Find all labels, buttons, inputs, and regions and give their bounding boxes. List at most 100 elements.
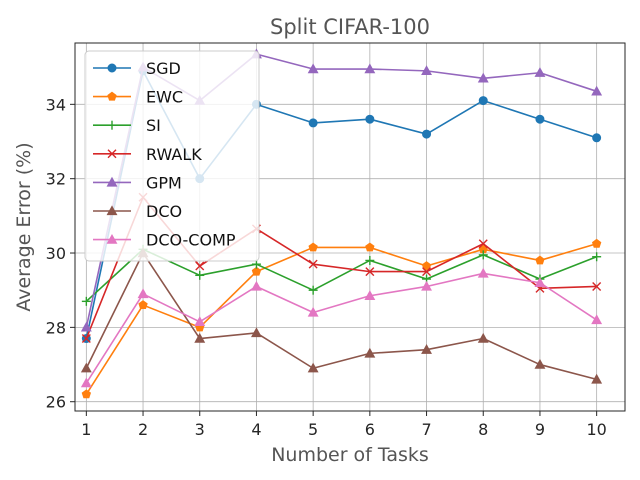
legend-marker [107, 120, 117, 130]
x-tick-label: 6 [365, 420, 375, 439]
data-point-rwalk [365, 267, 375, 277]
data-point-dco [194, 332, 206, 343]
y-tick-label: 28 [46, 318, 66, 337]
x-tick-label: 7 [421, 420, 431, 439]
legend-label: SI [146, 116, 161, 135]
data-point-ewc [81, 389, 92, 399]
x-tick-label: 2 [138, 420, 148, 439]
data-point-sgd [422, 129, 432, 139]
x-tick-label: 9 [535, 420, 545, 439]
data-point-sgd [535, 114, 545, 124]
y-tick-label: 32 [46, 170, 66, 189]
legend-marker [107, 149, 117, 159]
data-point-dco-comp [364, 290, 376, 300]
data-point-dco [477, 332, 489, 343]
legend-label: GPM [146, 173, 182, 192]
data-point-ewc [308, 242, 318, 252]
x-tick-label: 1 [81, 420, 91, 439]
legend-item-si: SI [93, 116, 161, 135]
series-line-dco [85, 252, 597, 381]
legend-box [84, 50, 260, 262]
data-point-sgd [308, 118, 318, 128]
data-point-rwalk [478, 239, 488, 249]
legend-label: EWC [146, 88, 183, 107]
x-tick-label: 5 [308, 420, 318, 439]
legend: SGD EWC SI RWALK GPM DCO DCO-COMP [84, 50, 260, 262]
legend-label: DCO [146, 202, 182, 221]
data-point-sgd [365, 114, 375, 124]
data-point-dco [80, 362, 92, 373]
data-point-dco-comp [194, 316, 206, 326]
legend-item-sgd: SGD [93, 59, 181, 78]
data-point-gpm [80, 321, 92, 332]
data-point-gpm [477, 72, 489, 83]
data-point-dco-comp [137, 288, 149, 299]
data-point-ewc [365, 242, 375, 252]
legend-marker [107, 63, 117, 73]
data-point-dco [307, 362, 319, 373]
chart-title: Split CIFAR-100 [270, 15, 430, 39]
data-point-dco [421, 344, 432, 354]
data-point-rwalk [81, 334, 91, 344]
x-tick-label: 8 [478, 420, 488, 439]
data-point-dco [364, 347, 376, 358]
data-point-gpm [591, 85, 603, 96]
legend-item-dco-comp: DCO-COMP [93, 231, 236, 250]
data-point-sgd [592, 133, 602, 143]
x-tick-label: 4 [251, 420, 261, 439]
data-point-rwalk [195, 261, 205, 271]
data-point-ewc [251, 266, 262, 276]
series-dco-comp [80, 267, 603, 388]
data-point-ewc [421, 261, 432, 271]
data-point-rwalk [308, 259, 318, 269]
data-point-si [365, 255, 375, 265]
legend-marker [107, 91, 117, 101]
data-point-ewc [535, 255, 545, 265]
data-point-dco-comp [421, 280, 432, 291]
series-line-ewc [85, 242, 597, 395]
data-point-rwalk [592, 281, 602, 291]
data-point-si [308, 285, 318, 295]
y-axis-label: Average Error (%) [13, 142, 35, 311]
data-point-dco-comp [534, 277, 546, 287]
y-tick-label: 30 [46, 244, 66, 263]
data-point-si [195, 270, 205, 280]
data-point-gpm [307, 63, 319, 74]
legend-marker [106, 205, 118, 216]
legend-label: SGD [146, 59, 181, 78]
data-point-dco [591, 373, 603, 384]
legend-label: RWALK [146, 145, 202, 164]
x-axis-label: Number of Tasks [271, 444, 429, 466]
y-tick-label: 26 [46, 393, 66, 412]
data-point-si [592, 252, 602, 262]
data-point-dco-comp [477, 267, 489, 278]
data-point-dco [250, 327, 262, 338]
data-point-rwalk [422, 267, 432, 277]
y-tick-label: 34 [46, 95, 66, 114]
data-point-dco-comp [80, 377, 92, 388]
plot-frame [74, 42, 626, 412]
data-point-si [478, 250, 488, 260]
legend-item-rwalk: RWALK [93, 145, 202, 164]
data-point-gpm [421, 65, 432, 76]
legend-item-dco: DCO [93, 202, 182, 221]
data-point-dco-comp [307, 306, 319, 317]
data-point-gpm [364, 63, 376, 74]
x-tick-label: 3 [195, 420, 205, 439]
legend-marker [106, 176, 118, 187]
data-point-ewc [138, 300, 148, 310]
x-tick-label: 10 [586, 420, 606, 439]
data-point-ewc [591, 238, 602, 248]
legend-item-ewc: EWC [93, 88, 183, 107]
data-point-dco-comp [250, 280, 262, 291]
data-point-dco [534, 358, 546, 369]
data-point-dco-comp [591, 314, 603, 325]
legend-marker [106, 233, 118, 244]
data-point-gpm [534, 67, 546, 77]
data-point-si [81, 296, 91, 306]
legend-item-gpm: GPM [93, 173, 182, 192]
legend-label: DCO-COMP [146, 231, 236, 250]
series-line-dco-comp [85, 272, 598, 384]
data-point-sgd [478, 96, 488, 106]
